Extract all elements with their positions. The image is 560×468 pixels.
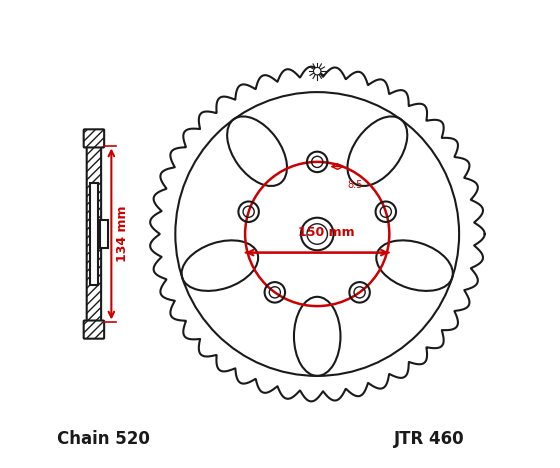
- Bar: [90, 183, 98, 285]
- FancyBboxPatch shape: [83, 321, 104, 339]
- Text: 150 mm: 150 mm: [298, 226, 355, 239]
- Text: Chain 520: Chain 520: [57, 430, 150, 448]
- Circle shape: [314, 67, 321, 75]
- Text: 8.5: 8.5: [347, 181, 363, 190]
- Text: 134 mm: 134 mm: [116, 206, 129, 262]
- Bar: [100, 220, 108, 248]
- FancyBboxPatch shape: [83, 129, 104, 147]
- FancyBboxPatch shape: [87, 144, 101, 324]
- Text: JTR 460: JTR 460: [394, 430, 464, 448]
